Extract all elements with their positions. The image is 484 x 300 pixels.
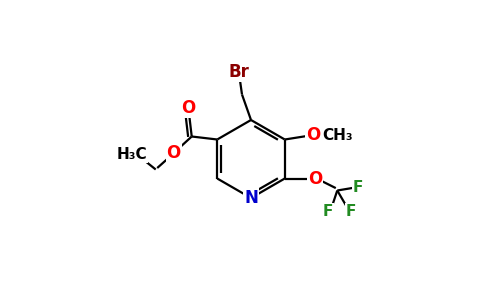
Text: F: F bbox=[353, 180, 363, 195]
Text: O: O bbox=[308, 169, 322, 188]
Text: F: F bbox=[323, 204, 333, 219]
Text: F: F bbox=[346, 204, 356, 219]
Text: O: O bbox=[182, 99, 196, 117]
Text: O: O bbox=[306, 126, 320, 144]
Text: Br: Br bbox=[228, 63, 249, 81]
Text: N: N bbox=[244, 189, 258, 207]
Text: O: O bbox=[166, 144, 181, 162]
Text: CH₃: CH₃ bbox=[322, 128, 352, 142]
Text: H₃C: H₃C bbox=[117, 147, 147, 162]
